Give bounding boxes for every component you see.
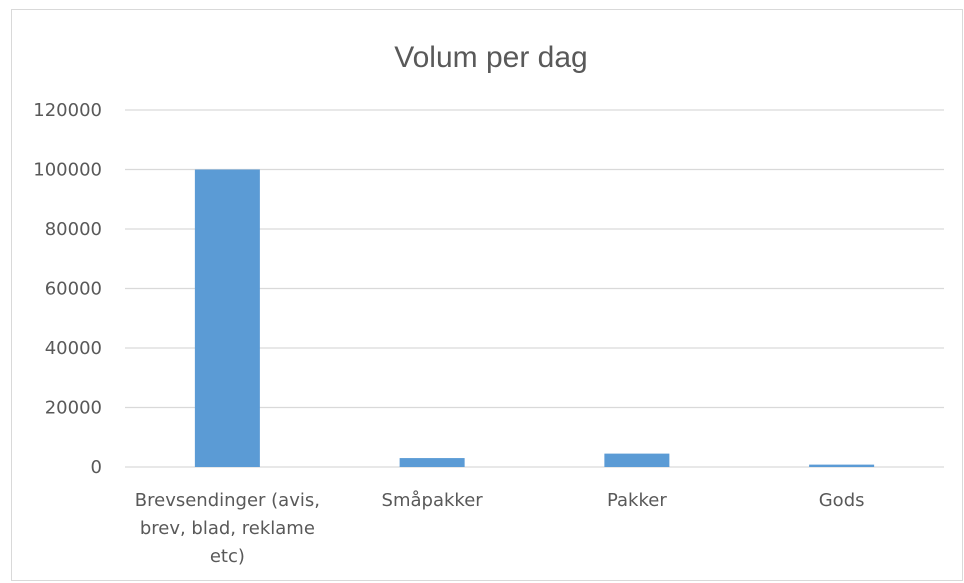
x-axis-category-labels: Brevsendinger (avis, brev, blad, reklame e…	[135, 490, 865, 567]
gridlines	[125, 109, 944, 468]
y-tick-label: 120000	[33, 100, 102, 121]
x-category-label: Pakker	[607, 490, 667, 511]
y-tick-label: 40000	[45, 338, 102, 359]
y-tick-label: 20000	[45, 398, 102, 419]
bar	[604, 453, 670, 467]
y-tick-label: 0	[91, 457, 102, 478]
x-category-label: Småpakker	[382, 490, 484, 511]
bar	[399, 458, 465, 467]
x-category-label: Gods	[819, 490, 865, 511]
y-tick-label: 60000	[45, 279, 102, 300]
y-tick-label: 100000	[33, 160, 102, 181]
bar	[194, 169, 260, 467]
bar-chart: Volum per dag 0 20000 40000 60000 80000 10000…	[33, 41, 944, 567]
y-axis-tick-labels: 0 20000 40000 60000 80000 100000 120000	[33, 100, 102, 478]
bar	[809, 464, 875, 467]
bars	[194, 169, 875, 467]
chart-title: Volum per dag	[394, 41, 587, 74]
y-tick-label: 80000	[45, 219, 102, 240]
x-category-label: Brevsendinger (avis, brev, blad, reklame e…	[135, 490, 320, 567]
chart-frame: Volum per dag 0 20000 40000 60000 80000 10000…	[11, 9, 963, 581]
